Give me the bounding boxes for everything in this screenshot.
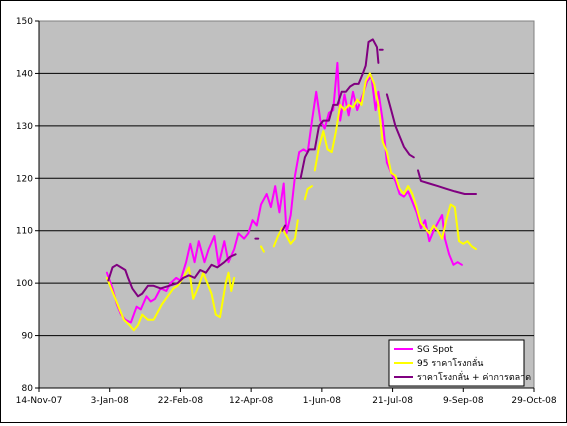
y-tick-label: 150 — [16, 17, 33, 27]
plot-area — [38, 20, 535, 389]
x-tick-label: 14-Nov-07 — [16, 396, 63, 406]
series-3-line — [299, 38, 380, 180]
x-tick-label: 12-Apr-08 — [229, 396, 273, 406]
series-3-line — [385, 93, 415, 159]
x-tick-label: 29-Oct-08 — [511, 396, 556, 406]
series-2-line — [303, 185, 313, 201]
series-2-line — [260, 245, 265, 253]
series-3-line — [281, 224, 287, 232]
x-tick-label: 22-Feb-08 — [158, 396, 204, 406]
x-tick-label: 9-Sep-08 — [443, 396, 484, 406]
legend-label: 95 ราคาโรงกลั่น — [417, 356, 483, 369]
series-2-line — [105, 266, 236, 332]
y-tick-label: 130 — [16, 122, 33, 132]
y-tick-label: 80 — [22, 384, 34, 394]
legend-label: SG Spot — [417, 345, 453, 355]
y-tick-label: 100 — [16, 279, 33, 289]
y-tick-label: 110 — [16, 227, 33, 237]
series-2-line — [272, 219, 299, 248]
y-tick-label: 90 — [22, 332, 34, 342]
x-tick-label: 1-Jun-08 — [303, 396, 342, 406]
series-3-line — [107, 253, 237, 298]
series-2-line — [313, 72, 477, 251]
x-tick-label: 3-Jan-08 — [91, 396, 129, 406]
series-3-line — [417, 169, 477, 195]
x-tick-label: 21-Jul-08 — [372, 396, 413, 406]
y-tick-label: 140 — [16, 69, 33, 79]
y-tick-label: 120 — [16, 174, 33, 184]
legend-label: ราคาโรงกลั่น + ค่าการตลาด — [417, 370, 531, 383]
